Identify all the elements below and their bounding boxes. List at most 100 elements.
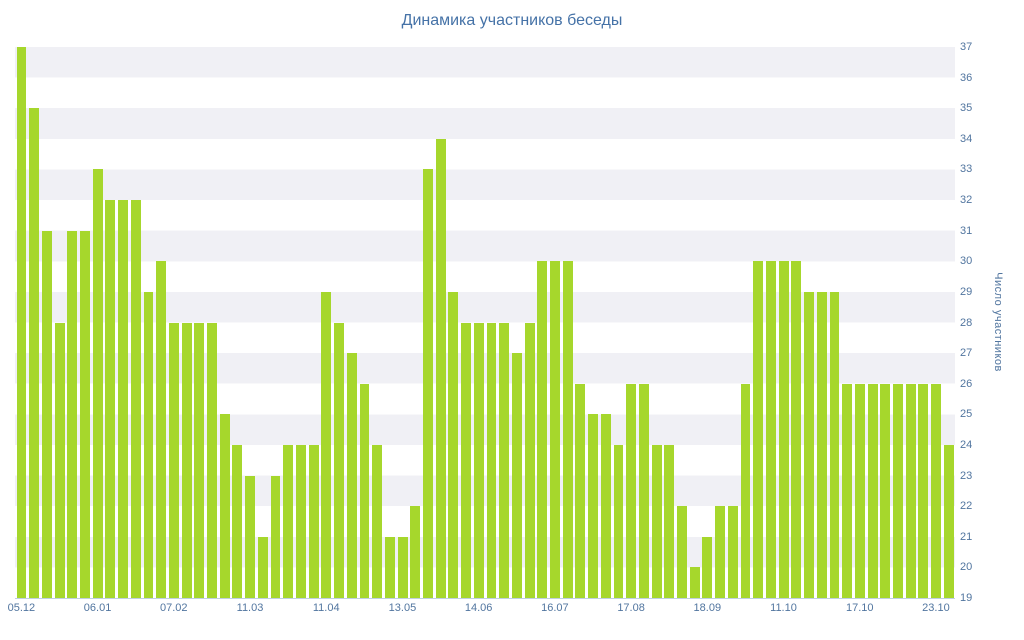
bar	[842, 383, 853, 598]
y-tick-label: 27	[960, 347, 973, 360]
bar	[435, 138, 446, 598]
bar	[499, 322, 510, 598]
bar	[410, 506, 421, 598]
x-tick-label: 23.10	[922, 602, 950, 614]
bar	[372, 444, 383, 598]
y-tick-label: 24	[960, 438, 973, 451]
bar	[943, 444, 954, 598]
bar	[270, 475, 281, 598]
x-tick-label: 13.05	[388, 602, 417, 614]
y-tick-label: 36	[960, 71, 973, 84]
bar	[473, 322, 484, 598]
y-tick-label: 21	[960, 530, 973, 543]
bar	[753, 261, 764, 598]
bar	[346, 353, 357, 598]
bar	[29, 108, 40, 598]
bar	[880, 383, 891, 598]
bar	[54, 322, 65, 598]
bar	[765, 261, 776, 598]
y-tick-label: 25	[960, 408, 973, 421]
y-tick-label: 35	[960, 102, 973, 115]
bar	[67, 230, 78, 598]
bar	[893, 383, 903, 598]
chart-title: Динамика участников беседы	[401, 12, 623, 29]
bar	[715, 506, 726, 598]
bar	[41, 230, 52, 598]
y-tick-label: 23	[960, 469, 973, 482]
bar	[626, 383, 637, 598]
bar	[537, 261, 548, 598]
x-tick-label: 11.10	[770, 602, 797, 614]
plot-area	[15, 47, 955, 599]
bar	[740, 383, 751, 598]
x-tick-label: 07.02	[160, 602, 188, 614]
x-tick-label: 17.08	[617, 602, 645, 614]
bar	[550, 261, 560, 598]
bar	[829, 291, 840, 598]
bar	[613, 444, 624, 598]
y-tick-label: 19	[960, 592, 973, 604]
bar	[334, 322, 344, 598]
y-tick-label: 26	[960, 377, 973, 390]
bar	[638, 383, 649, 598]
x-tick-label: 05.12	[7, 602, 36, 614]
y-tick-label: 31	[960, 224, 973, 237]
y-tick-label: 32	[960, 194, 973, 207]
bar	[524, 322, 535, 598]
bar	[130, 200, 141, 598]
y-axis-title: Число участников	[992, 272, 1004, 372]
bar	[105, 200, 116, 598]
x-tick-label: 11.03	[236, 602, 264, 614]
x-tick-label: 17.10	[845, 602, 874, 614]
bar	[308, 444, 319, 598]
bar	[600, 414, 611, 598]
y-tick-label: 28	[960, 316, 973, 329]
x-tick-label: 11.04	[312, 602, 340, 614]
bar	[816, 291, 827, 598]
bar	[295, 444, 306, 598]
bar	[245, 475, 256, 598]
bar	[664, 444, 675, 598]
bar	[588, 414, 599, 598]
x-tick-label: 14.06	[464, 602, 493, 614]
bar	[397, 536, 408, 598]
y-tick-label: 34	[960, 132, 973, 145]
y-tick-label: 20	[960, 561, 973, 574]
y-tick-label: 33	[960, 163, 973, 176]
bar	[232, 444, 243, 598]
y-tick-label: 37	[960, 41, 973, 53]
bar	[562, 261, 573, 598]
bar	[677, 506, 687, 598]
bar	[359, 383, 370, 598]
bar	[461, 322, 472, 598]
bar	[867, 383, 878, 598]
y-axis-labels: 19 20 21 22 23 24 25 26 27 28 29 30 31 32 33 34 35 36 37	[960, 41, 994, 604]
bar	[702, 536, 713, 598]
bar	[486, 322, 497, 598]
x-tick-label: 18.09	[693, 602, 722, 614]
bar	[92, 169, 103, 598]
bar	[905, 383, 916, 598]
bar	[283, 444, 294, 598]
bar	[727, 506, 738, 598]
y-tick-label: 29	[960, 285, 973, 298]
bar	[219, 414, 230, 598]
bar	[156, 261, 167, 598]
bar	[168, 322, 179, 598]
x-tick-label: 06.01	[83, 602, 112, 614]
bar	[778, 261, 789, 598]
bar	[448, 291, 459, 598]
x-tick-label: 16.07	[541, 602, 569, 614]
bar	[181, 322, 192, 598]
bar	[689, 567, 700, 598]
bar	[791, 261, 802, 598]
y-tick-label: 22	[960, 500, 973, 513]
bar	[143, 291, 154, 598]
bar	[511, 353, 522, 598]
bar	[257, 536, 268, 598]
bar	[207, 322, 217, 598]
bar	[651, 444, 662, 598]
bar	[194, 322, 205, 598]
bar	[931, 383, 942, 598]
